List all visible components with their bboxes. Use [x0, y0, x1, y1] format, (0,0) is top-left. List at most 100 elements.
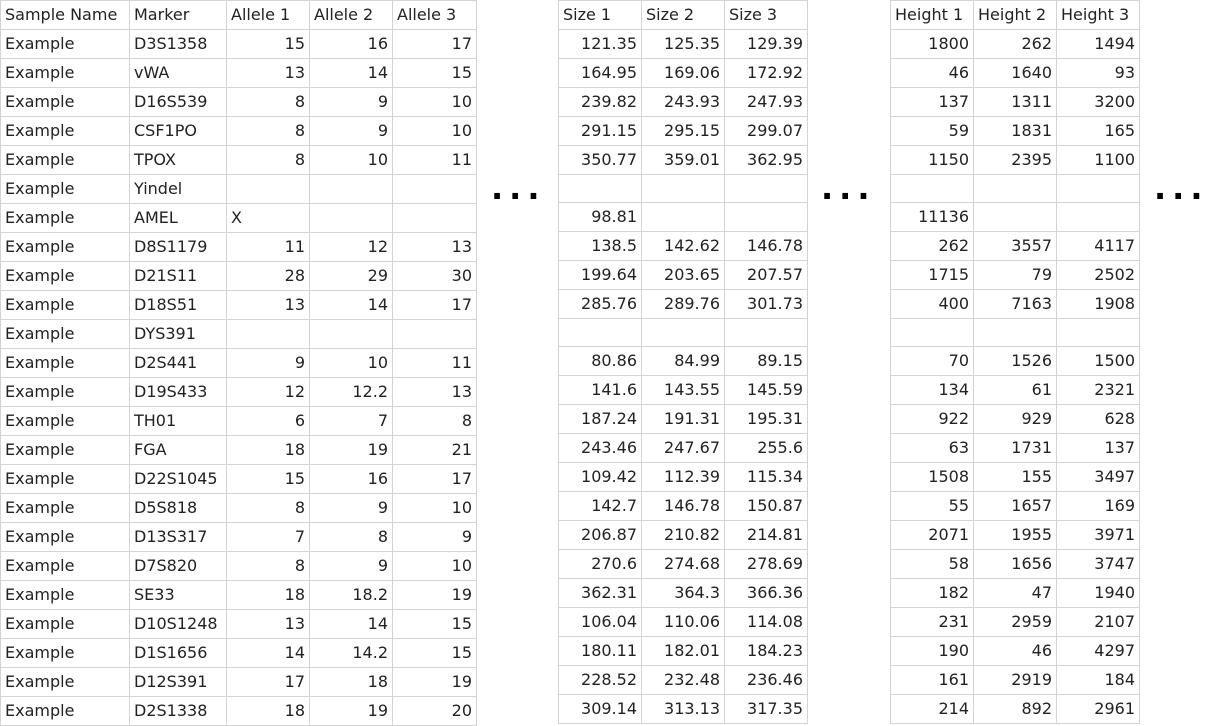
- sample-name-cell[interactable]: Example: [0, 232, 130, 262]
- size-cell[interactable]: 359.01: [641, 145, 725, 175]
- marker-cell[interactable]: CSF1PO: [129, 116, 227, 146]
- height-cell[interactable]: 137: [1056, 433, 1140, 463]
- size-cell[interactable]: 247.93: [724, 87, 808, 117]
- allele-cell[interactable]: 13: [226, 290, 310, 320]
- allele-cell[interactable]: 9: [309, 551, 393, 581]
- marker-cell[interactable]: TPOX: [129, 145, 227, 175]
- allele-cell[interactable]: 13: [392, 232, 477, 262]
- allele-cell[interactable]: 12.2: [309, 377, 393, 407]
- size-cell[interactable]: 114.08: [724, 607, 808, 637]
- sample-name-cell[interactable]: Example: [0, 58, 130, 88]
- marker-cell[interactable]: D22S1045: [129, 464, 227, 494]
- allele-cell[interactable]: 19: [309, 435, 393, 465]
- height-cell[interactable]: [890, 318, 974, 347]
- allele-cell[interactable]: 8: [226, 116, 310, 146]
- size-cell[interactable]: 145.59: [724, 375, 808, 405]
- allele-cell[interactable]: 18: [226, 696, 310, 726]
- size-cell[interactable]: 141.6: [558, 375, 642, 405]
- size-cell[interactable]: 164.95: [558, 58, 642, 88]
- size-cell[interactable]: 206.87: [558, 520, 642, 550]
- allele-cell[interactable]: 21: [392, 435, 477, 465]
- size-cell[interactable]: 112.39: [641, 462, 725, 492]
- height-cell[interactable]: [1056, 202, 1140, 232]
- allele-cell[interactable]: 17: [226, 667, 310, 697]
- allele-cell[interactable]: 8: [309, 522, 393, 552]
- size-cell[interactable]: 210.82: [641, 520, 725, 550]
- size-cell[interactable]: 191.31: [641, 404, 725, 434]
- allele-cell[interactable]: [226, 319, 310, 349]
- size-cell[interactable]: 169.06: [641, 58, 725, 88]
- header-cell[interactable]: Sample Name: [0, 0, 130, 30]
- sample-name-cell[interactable]: Example: [0, 348, 130, 378]
- allele-cell[interactable]: 8: [226, 493, 310, 523]
- size-cell[interactable]: 299.07: [724, 116, 808, 146]
- height-cell[interactable]: 262: [973, 29, 1057, 59]
- allele-cell[interactable]: 20: [392, 696, 477, 726]
- allele-cell[interactable]: 17: [392, 29, 477, 59]
- sample-name-cell[interactable]: Example: [0, 551, 130, 581]
- size-cell[interactable]: 350.77: [558, 145, 642, 175]
- size-cell[interactable]: 199.64: [558, 260, 642, 290]
- sample-name-cell[interactable]: Example: [0, 29, 130, 59]
- allele-cell[interactable]: 8: [226, 551, 310, 581]
- allele-cell[interactable]: 9: [392, 522, 477, 552]
- allele-cell[interactable]: 17: [392, 464, 477, 494]
- height-cell[interactable]: 4297: [1056, 636, 1140, 666]
- height-cell[interactable]: 2107: [1056, 607, 1140, 637]
- sample-name-cell[interactable]: Example: [0, 464, 130, 494]
- height-cell[interactable]: 47: [973, 578, 1057, 608]
- height-cell[interactable]: 182: [890, 578, 974, 608]
- size-cell[interactable]: 146.78: [724, 231, 808, 261]
- size-cell[interactable]: 313.13: [641, 694, 725, 724]
- height-cell[interactable]: 58: [890, 549, 974, 579]
- allele-cell[interactable]: 13: [226, 58, 310, 88]
- size-cell[interactable]: 150.87: [724, 491, 808, 521]
- size-cell[interactable]: 301.73: [724, 289, 808, 319]
- sample-name-cell[interactable]: Example: [0, 319, 130, 349]
- size-cell[interactable]: 110.06: [641, 607, 725, 637]
- height-cell[interactable]: 3971: [1056, 520, 1140, 550]
- allele-cell[interactable]: 28: [226, 261, 310, 291]
- allele-cell[interactable]: 13: [392, 377, 477, 407]
- allele-cell[interactable]: 15: [392, 638, 477, 668]
- marker-cell[interactable]: Yindel: [129, 174, 227, 204]
- allele-cell[interactable]: [309, 319, 393, 349]
- height-cell[interactable]: 400: [890, 289, 974, 319]
- size-cell[interactable]: 291.15: [558, 116, 642, 146]
- allele-cell[interactable]: 30: [392, 261, 477, 291]
- size-cell[interactable]: [558, 318, 642, 347]
- size-cell[interactable]: 309.14: [558, 694, 642, 724]
- height-cell[interactable]: 134: [890, 375, 974, 405]
- height-cell[interactable]: 7163: [973, 289, 1057, 319]
- height-cell[interactable]: 1656: [973, 549, 1057, 579]
- size-cell[interactable]: 278.69: [724, 549, 808, 579]
- height-cell[interactable]: 3497: [1056, 462, 1140, 492]
- height-cell[interactable]: 1311: [973, 87, 1057, 117]
- header-cell[interactable]: Marker: [129, 0, 227, 30]
- sample-name-cell[interactable]: Example: [0, 290, 130, 320]
- sample-name-cell[interactable]: Example: [0, 174, 130, 204]
- size-cell[interactable]: 84.99: [641, 346, 725, 376]
- height-cell[interactable]: 1657: [973, 491, 1057, 521]
- size-cell[interactable]: 228.52: [558, 665, 642, 695]
- allele-cell[interactable]: 12: [226, 377, 310, 407]
- allele-cell[interactable]: 11: [392, 145, 477, 175]
- marker-cell[interactable]: D16S539: [129, 87, 227, 117]
- allele-cell[interactable]: 14: [309, 58, 393, 88]
- header-cell[interactable]: Height 2: [973, 0, 1057, 30]
- size-cell[interactable]: 125.35: [641, 29, 725, 59]
- allele-cell[interactable]: 9: [309, 493, 393, 523]
- allele-cell[interactable]: 12: [309, 232, 393, 262]
- sample-name-cell[interactable]: Example: [0, 377, 130, 407]
- size-cell[interactable]: 109.42: [558, 462, 642, 492]
- allele-cell[interactable]: 16: [309, 464, 393, 494]
- height-cell[interactable]: 137: [890, 87, 974, 117]
- allele-cell[interactable]: 9: [309, 87, 393, 117]
- height-cell[interactable]: 3200: [1056, 87, 1140, 117]
- height-cell[interactable]: 2321: [1056, 375, 1140, 405]
- allele-cell[interactable]: 6: [226, 406, 310, 436]
- size-cell[interactable]: 289.76: [641, 289, 725, 319]
- height-cell[interactable]: 161: [890, 665, 974, 695]
- sample-name-cell[interactable]: Example: [0, 87, 130, 117]
- height-cell[interactable]: 1150: [890, 145, 974, 175]
